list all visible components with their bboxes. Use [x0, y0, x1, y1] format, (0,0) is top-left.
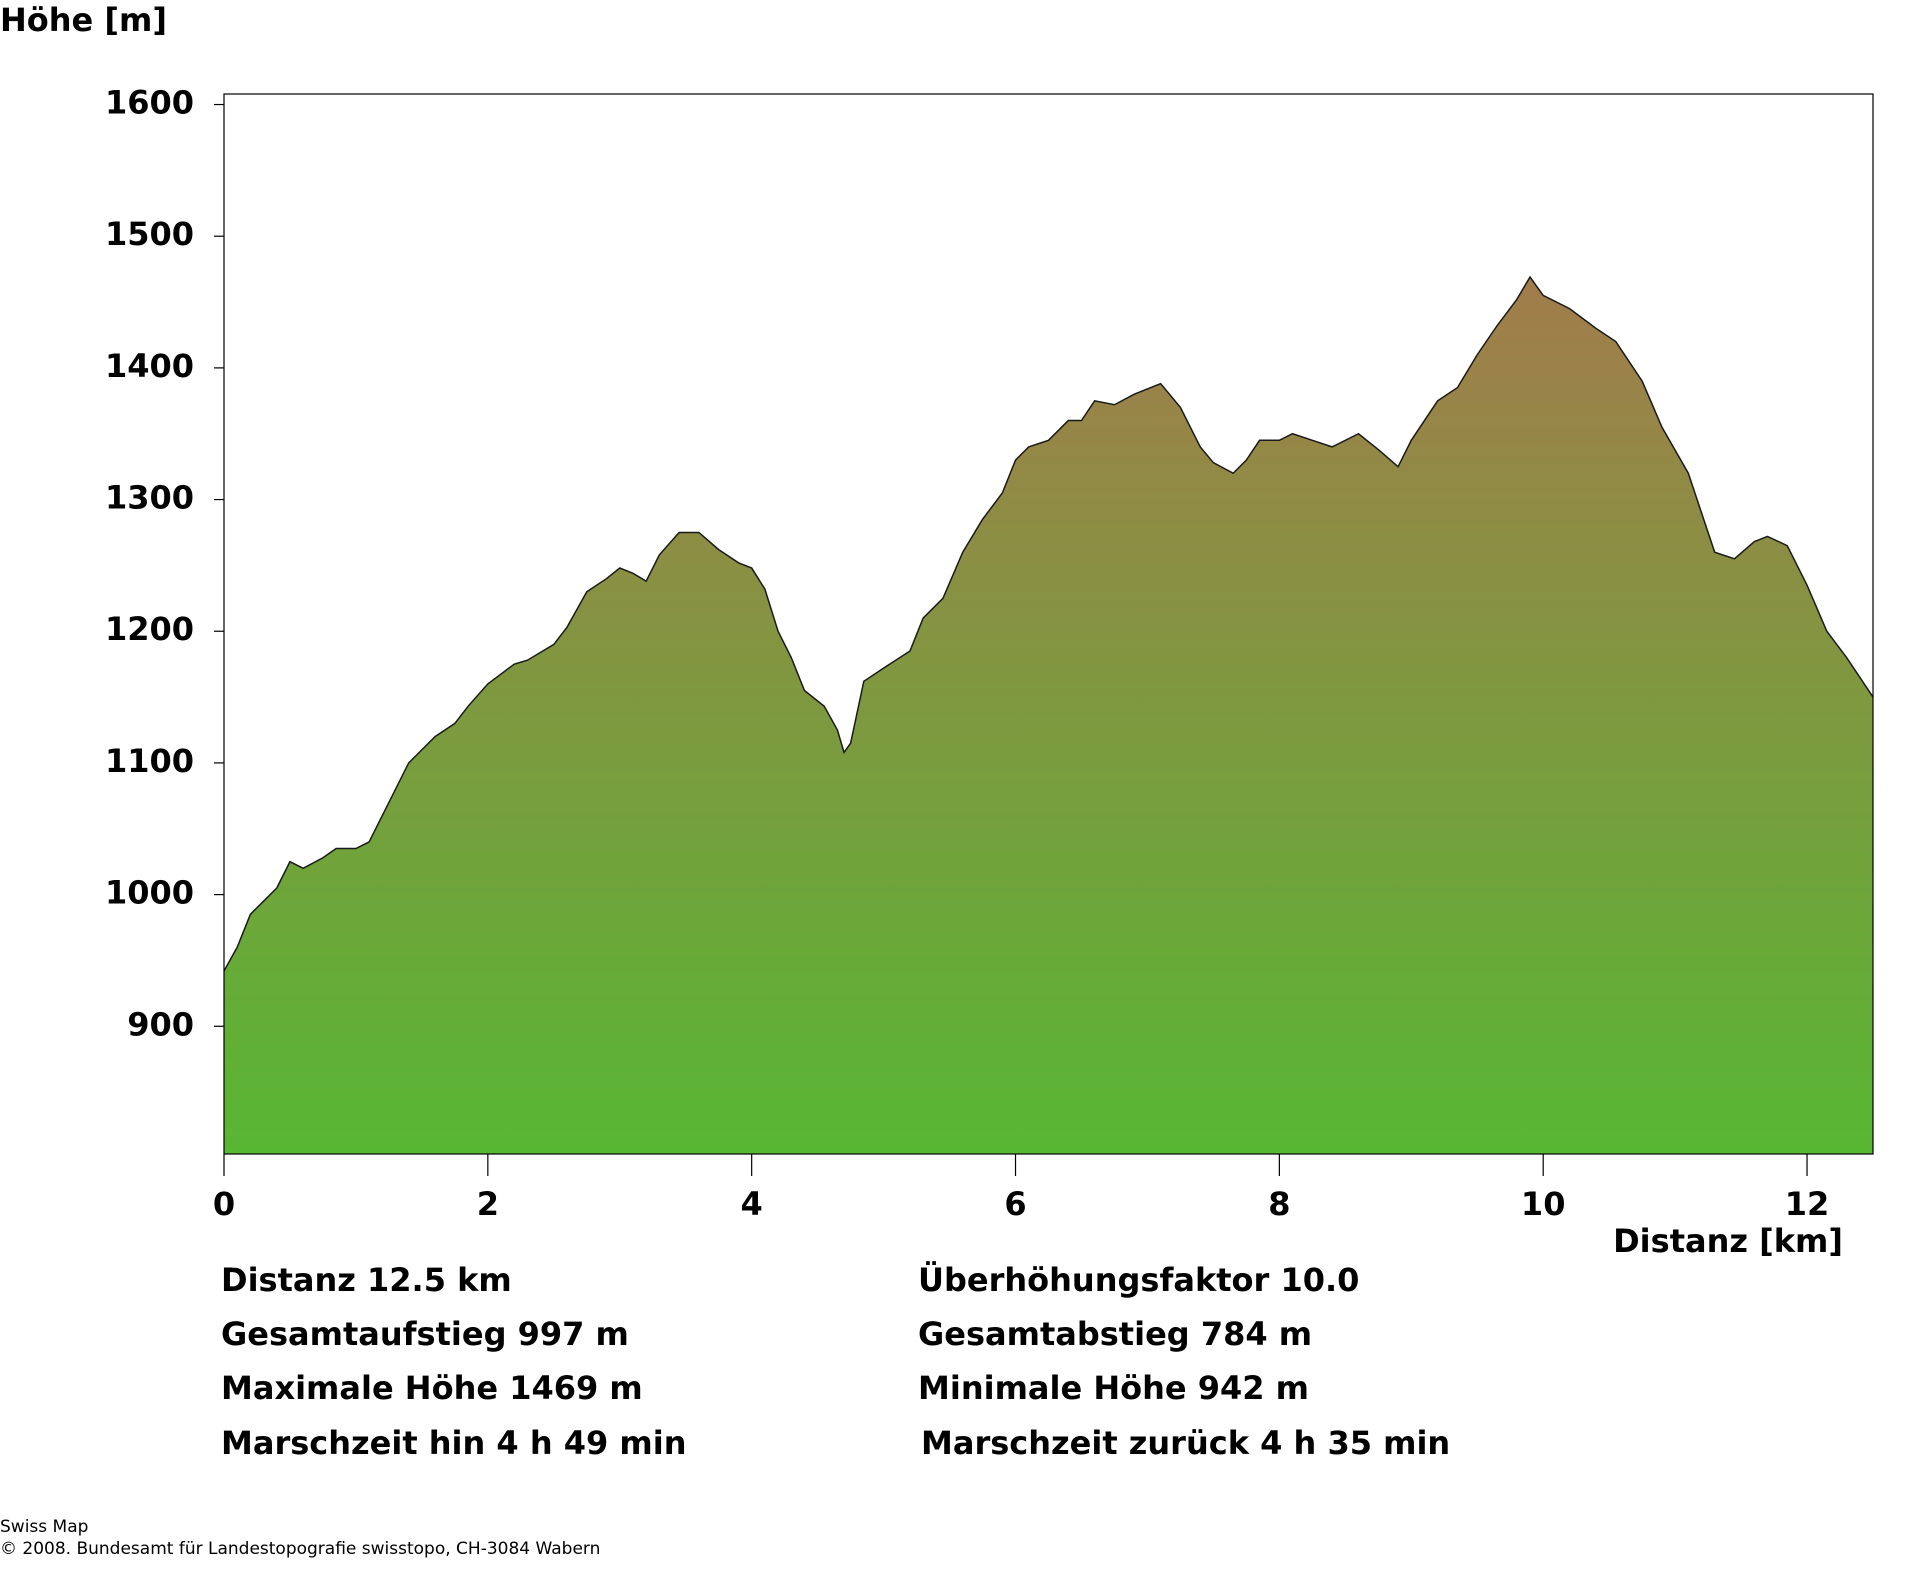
stat: Gesamtaufstieg 997 m: [221, 1315, 629, 1353]
y-tick-label: 900: [127, 1005, 194, 1043]
stat: Minimale Höhe 942 m: [918, 1369, 1309, 1407]
footer-text: Swiss Map: [0, 1517, 88, 1537]
stat: Distanz 12.5 km: [221, 1261, 512, 1299]
x-tick-label: 4: [741, 1185, 763, 1223]
x-tick-label: 2: [477, 1185, 499, 1223]
y-tick-label: 1400: [105, 347, 194, 385]
y-tick-label: 1300: [105, 479, 194, 517]
x-tick-label: 10: [1521, 1185, 1566, 1223]
elevation-line: [223, 275, 1874, 972]
stat: Überhöhungsfaktor 10.0: [918, 1261, 1359, 1299]
y-tick-label: 1500: [105, 215, 194, 253]
stat: Maximale Höhe 1469 m: [221, 1369, 643, 1407]
y-tick-label: 1100: [105, 742, 194, 780]
stat: Gesamtabstieg 784 m: [918, 1315, 1312, 1353]
footer-text: © 2008. Bundesamt für Landestopografie s…: [0, 1539, 600, 1559]
plot-frame: [223, 93, 1874, 1155]
y-tick-label: 1600: [105, 84, 194, 122]
elevation-area: [224, 277, 1873, 1154]
x-axis-title: Distanz [km]: [1613, 1222, 1843, 1260]
x-tick-label: 6: [1004, 1185, 1026, 1223]
stat: Marschzeit zurück 4 h 35 min: [921, 1424, 1450, 1462]
y-tick-label: 1000: [105, 874, 194, 912]
stat: Marschzeit hin 4 h 49 min: [221, 1424, 687, 1462]
x-tick-label: 0: [213, 1185, 235, 1223]
y-axis-title: Höhe [m]: [0, 1, 167, 39]
x-tick-label: 12: [1785, 1185, 1830, 1223]
x-tick-label: 8: [1268, 1185, 1290, 1223]
y-tick-label: 1200: [105, 610, 194, 648]
